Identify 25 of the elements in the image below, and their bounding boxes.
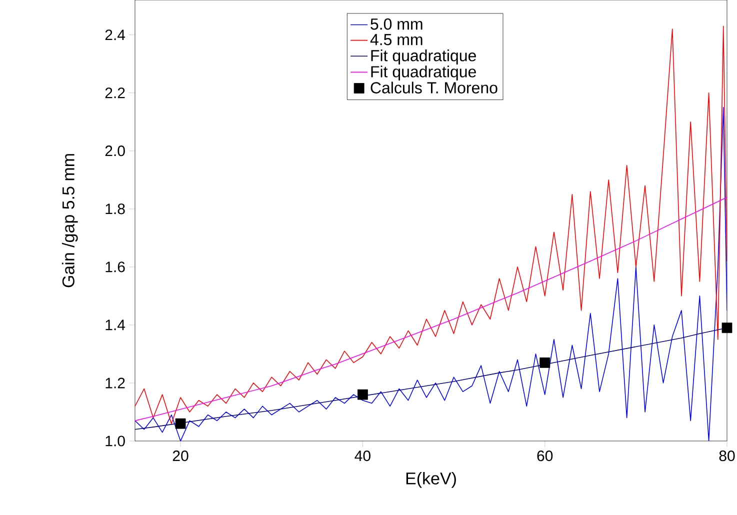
y-tick-label: 1.8 <box>106 204 125 214</box>
y-tick-label: 2.4 <box>105 30 126 40</box>
point <box>175 418 186 429</box>
legend-label: 4.5 mm <box>370 34 422 46</box>
line-series <box>135 196 728 422</box>
x-tick-label: 80 <box>719 450 735 462</box>
line-series <box>135 106 728 441</box>
x-tick-label: 40 <box>354 450 370 462</box>
x-tick-label: 20 <box>172 450 188 462</box>
legend-label: 5.0 mm <box>370 18 422 30</box>
legend-label: Fit quadratique <box>371 66 476 81</box>
legend-label: Calculs T. Moreno <box>370 82 498 94</box>
y-axis-title: Gain /gap 5.5 mm <box>62 154 78 288</box>
y-tick-label: 1.0 <box>106 436 125 446</box>
point <box>722 322 732 334</box>
y-tick-label: 1.4 <box>106 320 126 330</box>
point <box>357 389 368 400</box>
y-tick-label: 2.2 <box>105 88 125 98</box>
point <box>540 357 550 368</box>
legend-label: Fit quadratique <box>371 50 476 64</box>
y-tick-label: 1.6 <box>106 262 125 272</box>
y-tick-label: 2.0 <box>105 146 125 156</box>
x-axis-title: E(keV) <box>406 472 456 488</box>
x-tick-label: 60 <box>537 450 553 462</box>
y-tick-label: 1.2 <box>106 378 125 388</box>
